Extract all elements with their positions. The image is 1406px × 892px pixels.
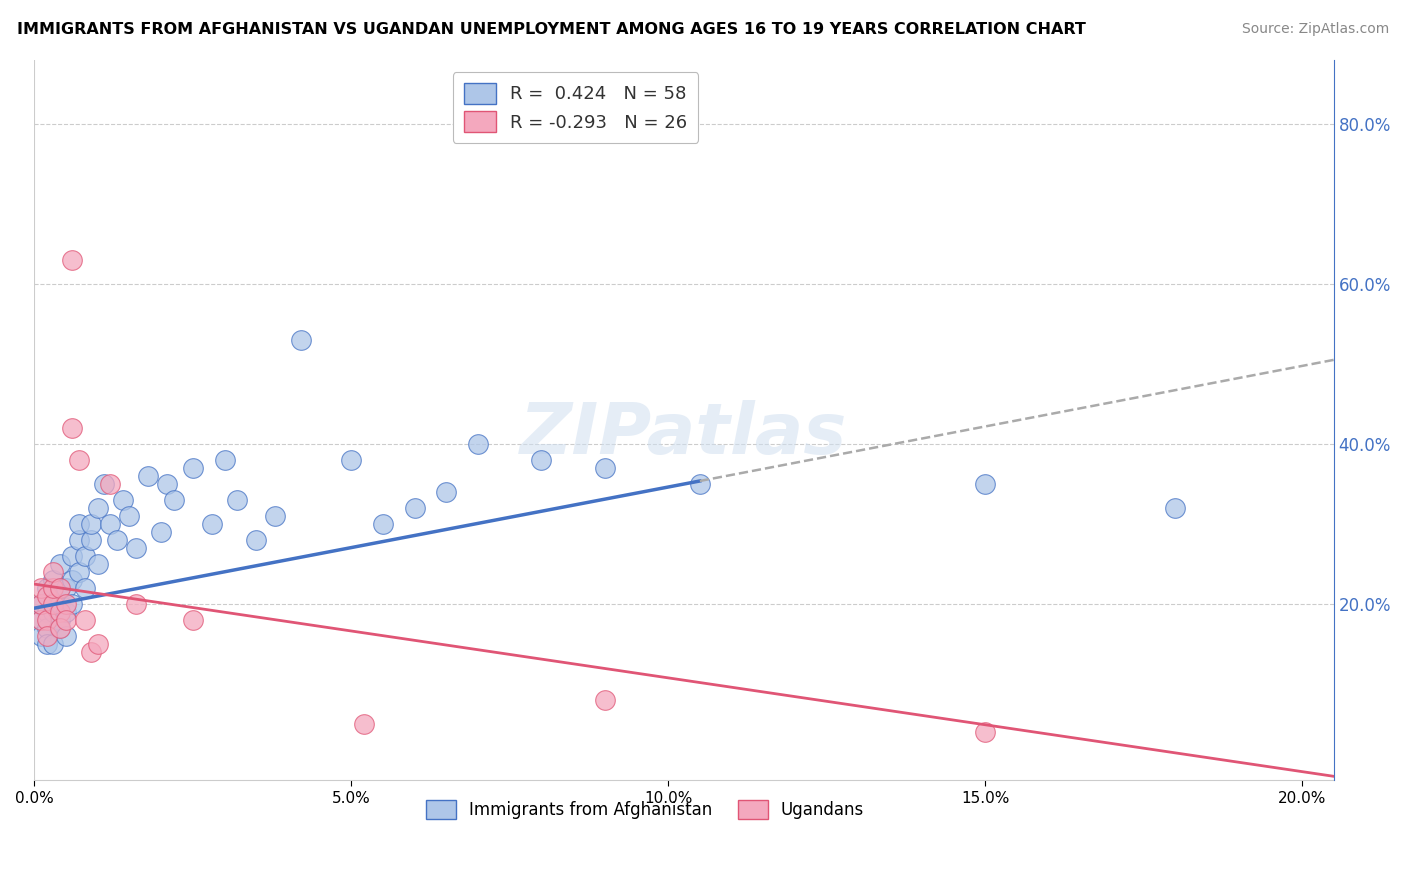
Point <box>55 597 77 611</box>
Point <box>35 589 58 603</box>
Point <box>48 621 70 635</box>
Text: ZIPatlas: ZIPatlas <box>520 400 848 469</box>
Point <box>35 605 58 619</box>
Point <box>42 597 65 611</box>
Point <box>48 581 70 595</box>
Point <box>467 437 489 451</box>
Point <box>105 533 128 547</box>
Point <box>55 581 77 595</box>
Point <box>593 693 616 707</box>
Point <box>371 517 394 532</box>
Point <box>150 524 173 539</box>
Point <box>87 557 110 571</box>
Point <box>35 637 58 651</box>
Point <box>55 629 77 643</box>
Text: Source: ZipAtlas.com: Source: ZipAtlas.com <box>1241 22 1389 37</box>
Point <box>30 597 52 611</box>
Legend: Immigrants from Afghanistan, Ugandans: Immigrants from Afghanistan, Ugandans <box>419 794 870 826</box>
Point <box>1164 501 1187 516</box>
Point <box>80 517 103 532</box>
Point <box>226 493 249 508</box>
Point <box>42 565 65 579</box>
Point <box>353 717 375 731</box>
Point <box>35 629 58 643</box>
Point <box>30 629 52 643</box>
Point <box>214 453 236 467</box>
Point <box>60 549 83 563</box>
Point <box>100 477 122 491</box>
Point <box>48 597 70 611</box>
Point <box>30 613 52 627</box>
Point <box>48 557 70 571</box>
Point <box>118 509 141 524</box>
Point <box>181 613 204 627</box>
Point <box>48 613 70 627</box>
Point <box>75 581 97 595</box>
Point <box>30 613 52 627</box>
Point <box>125 597 148 611</box>
Point <box>60 597 83 611</box>
Point <box>48 621 70 635</box>
Point <box>67 453 90 467</box>
Point <box>201 517 224 532</box>
Point <box>689 477 711 491</box>
Point <box>55 613 77 627</box>
Point <box>530 453 553 467</box>
Point <box>87 501 110 516</box>
Point <box>48 605 70 619</box>
Point <box>125 541 148 555</box>
Point <box>75 613 97 627</box>
Point <box>60 252 83 267</box>
Point <box>67 565 90 579</box>
Point <box>156 477 179 491</box>
Text: IMMIGRANTS FROM AFGHANISTAN VS UGANDAN UNEMPLOYMENT AMONG AGES 16 TO 19 YEARS CO: IMMIGRANTS FROM AFGHANISTAN VS UGANDAN U… <box>17 22 1085 37</box>
Point <box>163 493 186 508</box>
Point <box>80 533 103 547</box>
Point <box>60 421 83 435</box>
Point <box>974 725 997 739</box>
Point <box>42 573 65 587</box>
Point <box>138 469 160 483</box>
Point <box>42 589 65 603</box>
Point <box>42 581 65 595</box>
Point <box>93 477 115 491</box>
Point <box>100 517 122 532</box>
Point <box>67 533 90 547</box>
Point <box>30 581 52 595</box>
Point <box>290 333 312 347</box>
Point <box>264 509 287 524</box>
Point <box>112 493 135 508</box>
Point <box>245 533 267 547</box>
Point <box>35 613 58 627</box>
Point <box>60 573 83 587</box>
Point <box>340 453 363 467</box>
Point <box>55 605 77 619</box>
Point <box>30 597 52 611</box>
Point <box>42 605 65 619</box>
Point <box>593 461 616 475</box>
Point <box>80 645 103 659</box>
Point <box>35 581 58 595</box>
Point <box>434 485 457 500</box>
Point <box>181 461 204 475</box>
Point <box>974 477 997 491</box>
Point <box>87 637 110 651</box>
Point <box>35 621 58 635</box>
Point <box>42 637 65 651</box>
Point <box>75 549 97 563</box>
Point <box>404 501 426 516</box>
Point <box>48 581 70 595</box>
Point <box>67 517 90 532</box>
